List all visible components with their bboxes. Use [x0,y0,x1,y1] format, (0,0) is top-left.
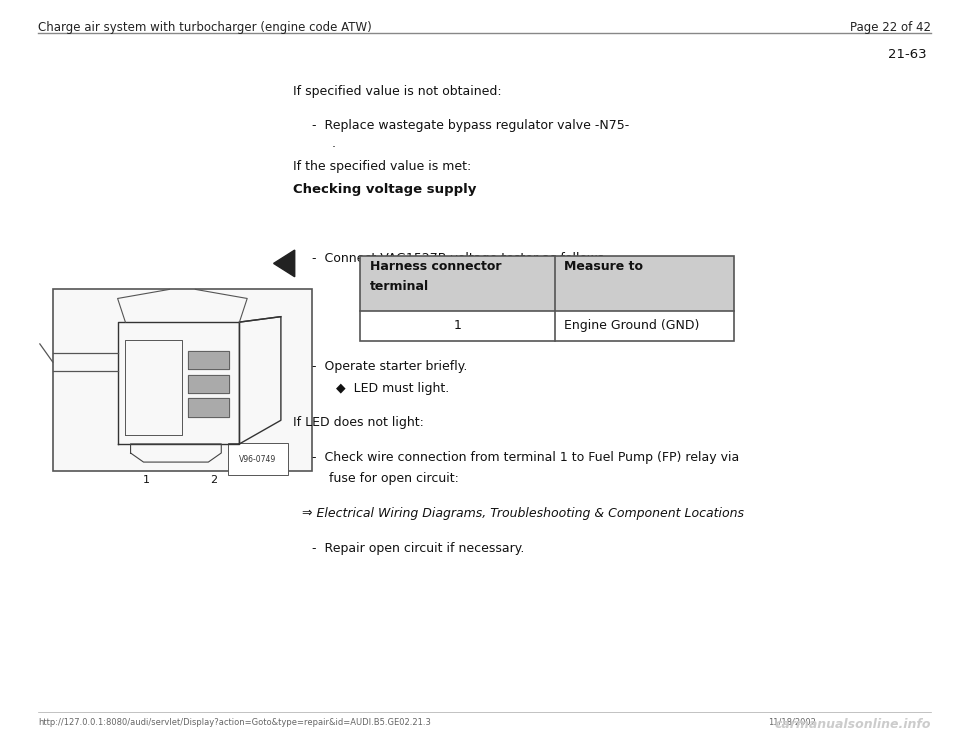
Text: -  Repair open circuit if necessary.: - Repair open circuit if necessary. [312,542,524,556]
Text: fuse for open circuit:: fuse for open circuit: [317,472,459,485]
Polygon shape [187,375,229,393]
Text: 21-63: 21-63 [888,48,926,62]
Text: V96-0749: V96-0749 [239,455,276,464]
Text: terminal: terminal [370,280,429,294]
Text: .: . [331,137,335,151]
Text: If specified value is not obtained:: If specified value is not obtained: [293,85,501,99]
Polygon shape [187,398,229,416]
Text: If LED does not light:: If LED does not light: [293,416,423,429]
Bar [360,256,734,341]
Bar [360,256,734,311]
Text: ◆  LED must light.: ◆ LED must light. [336,382,449,395]
Text: Checking voltage supply: Checking voltage supply [293,183,476,197]
Text: ⇒ Electrical Wiring Diagrams, Troubleshooting & Component Locations: ⇒ Electrical Wiring Diagrams, Troublesho… [302,507,744,520]
Polygon shape [187,351,229,370]
Text: 2: 2 [210,475,217,485]
Text: Page 22 of 42: Page 22 of 42 [851,21,931,34]
Text: -  Check wire connection from terminal 1 to Fuel Pump (FP) relay via: - Check wire connection from terminal 1 … [312,451,739,464]
Text: Measure to: Measure to [564,260,643,273]
Text: http://127.0.0.1:8080/audi/servlet/Display?action=Goto&type=repair&id=AUDI.B5.GE: http://127.0.0.1:8080/audi/servlet/Displ… [38,718,431,726]
Text: Engine Ground (GND): Engine Ground (GND) [564,320,700,332]
Text: If the specified value is met:: If the specified value is met: [293,160,471,173]
Text: -  Operate starter briefly.: - Operate starter briefly. [312,360,468,373]
Bar [53,289,312,471]
Text: -  Connect VAG1527B voltage tester as follows:: - Connect VAG1527B voltage tester as fol… [312,252,608,266]
Polygon shape [274,250,295,277]
Text: 11/18/2002: 11/18/2002 [768,718,816,726]
Text: 1: 1 [143,475,150,485]
Text: -  Replace wastegate bypass regulator valve -N75-: - Replace wastegate bypass regulator val… [312,119,629,132]
Text: 1: 1 [453,320,462,332]
Text: carmanualsonline.info: carmanualsonline.info [775,718,931,731]
Text: Charge air system with turbocharger (engine code ATW): Charge air system with turbocharger (eng… [38,21,372,34]
Bar [360,311,734,341]
Text: Harness connector: Harness connector [370,260,501,273]
